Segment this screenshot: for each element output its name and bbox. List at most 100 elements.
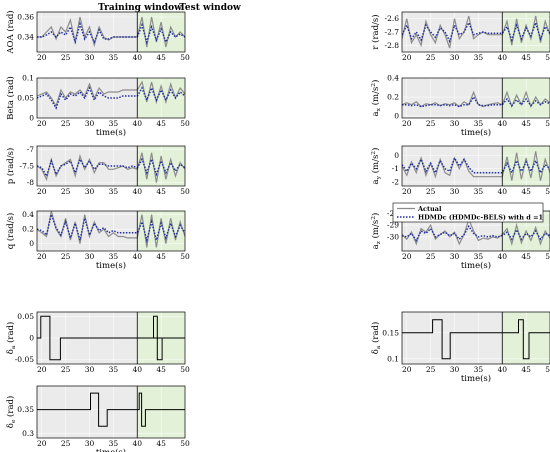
plot-frame: [401, 145, 550, 187]
plot-frame: [36, 311, 186, 365]
x-tick-label: 50: [545, 53, 550, 62]
y-tick-label: 0.3: [22, 429, 34, 438]
x-tick-label: 25: [426, 252, 436, 261]
y-tick-label: -0.05: [15, 355, 34, 364]
legend-box: [392, 202, 544, 223]
x-tick-label: 45: [156, 252, 166, 261]
y-tick-label: -29: [387, 221, 399, 230]
y-axis-label: δe (rad): [5, 396, 17, 429]
x-tick-label: 30: [85, 119, 95, 128]
panel-r: 20 25 30 35 40 45 50 -2.8 -2.7 -2.6 r (rad/s): [370, 11, 550, 62]
y-axis-label: Beta (rad): [5, 76, 16, 120]
y-tick-label: -8: [27, 178, 35, 187]
x-tick-label: 25: [61, 252, 71, 261]
y-axis-label: r (rad/s): [370, 14, 381, 49]
training-window-label: Training window: [98, 3, 182, 13]
series-model-line: [37, 21, 185, 45]
y-tick-label: -2.8: [385, 41, 400, 50]
y-tick-label: 0.36: [17, 13, 34, 22]
x-tick-label: 20: [37, 53, 47, 62]
y-tick-label: -2.7: [385, 28, 400, 37]
x-tick-label: 45: [521, 119, 531, 128]
x-tick-label: 20: [402, 252, 412, 261]
x-tick-label: 35: [109, 252, 119, 261]
x-tick-label: 40: [132, 365, 142, 374]
y-axis-label: p (rad/s): [5, 148, 16, 185]
plot-frame: [401, 77, 550, 119]
x-tick-label: 35: [474, 53, 484, 62]
x-tick-label: 25: [426, 119, 436, 128]
x-tick-label: 30: [450, 252, 460, 261]
x-tick-label: 50: [180, 365, 190, 374]
x-tick-label: 45: [156, 187, 166, 196]
training-window-bg: [402, 312, 503, 364]
x-tick-label: 45: [156, 439, 166, 448]
x-tick-label: 20: [37, 365, 47, 374]
y-axis-label: AOA (rad): [5, 10, 16, 54]
panel-p: 20 25 30 35 40 45 50 -8 -7.5 -7 p (rad/s): [5, 145, 190, 196]
y-tick-label: 0.34: [17, 33, 34, 42]
y-tick-label: -2: [392, 178, 400, 187]
y-axis-label: ax (m/s2): [370, 80, 382, 117]
x-tick-label: 45: [156, 53, 166, 62]
series-model-line: [402, 95, 550, 108]
y-axis-label: δa (rad): [5, 322, 17, 355]
y-tick-label: 0.2: [387, 93, 399, 102]
panel-q: 20 25 30 35 40 45 50 0 0.2 0.4 q (rad/s) time(s): [5, 210, 190, 271]
series-actual-line: [37, 211, 185, 248]
panel-beta: 20 25 30 35 40 45 50 0 0.05 0.1 Beta (rad) time(s): [5, 74, 190, 139]
x-tick-label: 30: [450, 365, 460, 374]
y-tick-label: 0.4: [387, 74, 399, 83]
series-control-line: [137, 315, 185, 361]
plot-frame: [36, 11, 186, 53]
x-tick-label: 35: [109, 439, 119, 448]
panel-ax: 20 25 30 35 40 45 50 0 0.2 0.4 ax (m/s2) time(s): [370, 74, 550, 138]
x-tick-label: 30: [450, 119, 460, 128]
x-tick-label: 30: [85, 187, 95, 196]
test-window-label: Test window: [179, 3, 241, 13]
x-tick-label: 40: [132, 252, 142, 261]
series-control-line: [137, 392, 185, 427]
x-axis-label: time(s): [96, 260, 126, 271]
x-tick-label: 45: [521, 252, 531, 261]
x-tick-label: 45: [156, 119, 166, 128]
x-tick-label: 35: [109, 365, 119, 374]
x-tick-label: 50: [180, 53, 190, 62]
plot-frame: [36, 77, 186, 119]
legend: Actual HDMDc (HDMDc-BELS) with d =1: [392, 202, 544, 223]
x-tick-label: 20: [37, 439, 47, 448]
x-tick-label: 25: [61, 439, 71, 448]
x-tick-label: 45: [521, 365, 531, 374]
y-tick-label: 0.15: [382, 328, 399, 337]
panel-ay: 20 25 30 35 40 45 50 -2 -1 0 ay (m/s2): [370, 145, 550, 196]
plot-frame: [401, 311, 550, 365]
series-model-line: [37, 156, 185, 178]
x-tick-label: 35: [109, 53, 119, 62]
y-tick-label: 0: [29, 114, 34, 123]
y-tick-label: -7: [27, 145, 35, 154]
x-tick-label: 25: [426, 365, 436, 374]
x-tick-label: 50: [545, 252, 550, 261]
y-tick-label: -7.5: [20, 162, 35, 171]
y-tick-label: 0.1: [22, 74, 34, 83]
y-axis-label: q (rad/s): [5, 213, 16, 250]
x-tick-label: 30: [85, 53, 95, 62]
x-tick-label: 35: [474, 365, 484, 374]
series-control-line: [37, 392, 138, 427]
x-tick-label: 25: [61, 365, 71, 374]
y-tick-label: -1: [392, 164, 399, 173]
x-tick-label: 40: [497, 119, 507, 128]
y-tick-label: 0.1: [387, 354, 399, 363]
x-tick-label: 35: [109, 119, 119, 128]
x-axis-label: time(s): [96, 447, 126, 452]
series-control-line: [402, 319, 503, 360]
y-axis-label: δa (rad): [370, 322, 382, 355]
x-tick-label: 20: [402, 119, 412, 128]
y-tick-label: 0.4: [22, 210, 34, 219]
x-tick-label: 40: [132, 119, 142, 128]
y-axis-label: az (m/s2): [370, 213, 382, 250]
x-tick-label: 35: [109, 187, 119, 196]
